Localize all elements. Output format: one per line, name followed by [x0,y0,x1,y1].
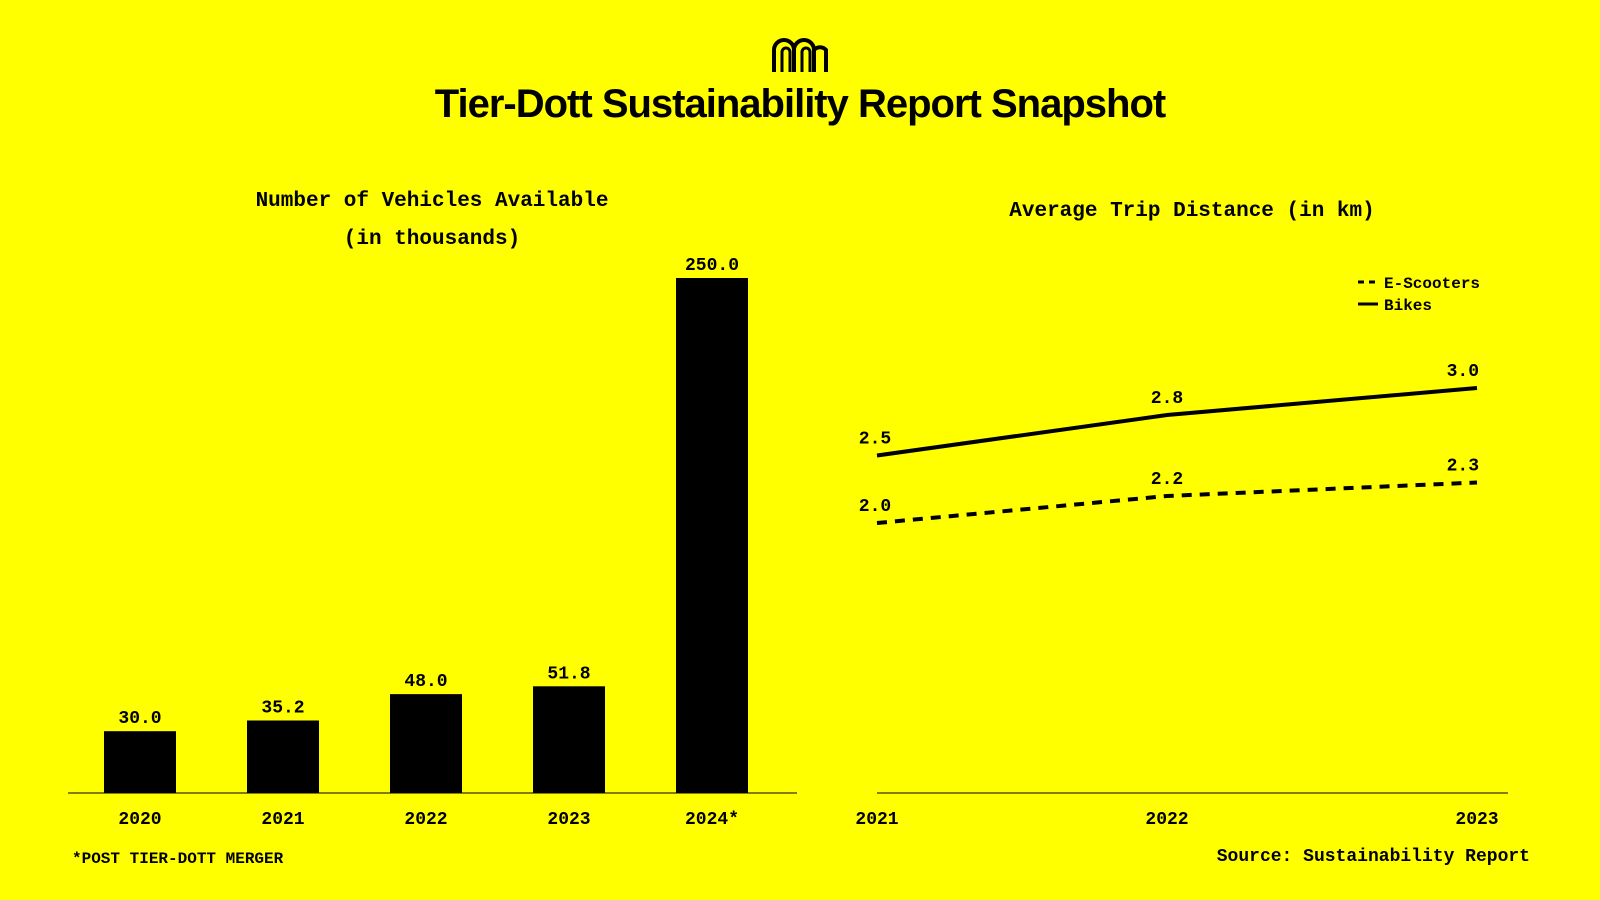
series-line-bikes [876,386,1478,458]
bar-2020 [104,731,176,793]
source-note: Source: Sustainability Report [1216,847,1530,867]
trip-distance-line-chart: Average Trip Distance (in km) E-Scooters… [855,200,1508,830]
bar-2023 [533,686,605,793]
bar-x-tick-label: 2023 [547,810,590,830]
line-x-tick-label: 2021 [855,810,898,830]
bar-2024 [676,278,748,793]
bar-x-tick-label: 2024* [685,810,739,830]
bar-2022 [390,694,462,793]
bar-chart-subtitle: (in thousands) [344,228,520,251]
series-point-label: 2.3 [1447,457,1479,477]
series-point-label: 3.0 [1447,362,1479,382]
bar-x-tick-label: 2021 [261,810,304,830]
page-title: Tier-Dott Sustainability Report Snapshot [434,82,1166,126]
bar-value-label: 48.0 [404,672,447,692]
series-point-label: 2.0 [859,497,891,517]
line-x-tick-label: 2022 [1145,810,1188,830]
line-chart-title: Average Trip Distance (in km) [1009,200,1374,223]
series-point-label: 2.8 [1151,389,1183,409]
m-arch-logo-icon [772,38,828,72]
bar-x-tick-label: 2020 [118,810,161,830]
legend-label-e-scooters: E-Scooters [1384,275,1480,293]
series-point-label: 2.5 [859,430,891,450]
bar-chart-title: Number of Vehicles Available [256,190,609,213]
vehicles-bar-chart: Number of Vehicles Available (in thousan… [68,190,797,830]
legend-label-bikes: Bikes [1384,297,1432,315]
bar-value-label: 250.0 [685,256,739,276]
bar-value-label: 51.8 [547,664,590,684]
line-x-tick-label: 2023 [1455,810,1498,830]
bar-value-label: 35.2 [261,698,304,718]
bar-x-tick-label: 2022 [404,810,447,830]
bar-2021 [247,720,319,793]
footnote: *POST TIER-DOTT MERGER [72,850,284,868]
series-point-label: 2.2 [1151,470,1183,490]
line-chart-legend: E-Scooters Bikes [1358,275,1480,315]
bar-value-label: 30.0 [118,709,161,729]
series-line-e-scooters [876,480,1478,525]
